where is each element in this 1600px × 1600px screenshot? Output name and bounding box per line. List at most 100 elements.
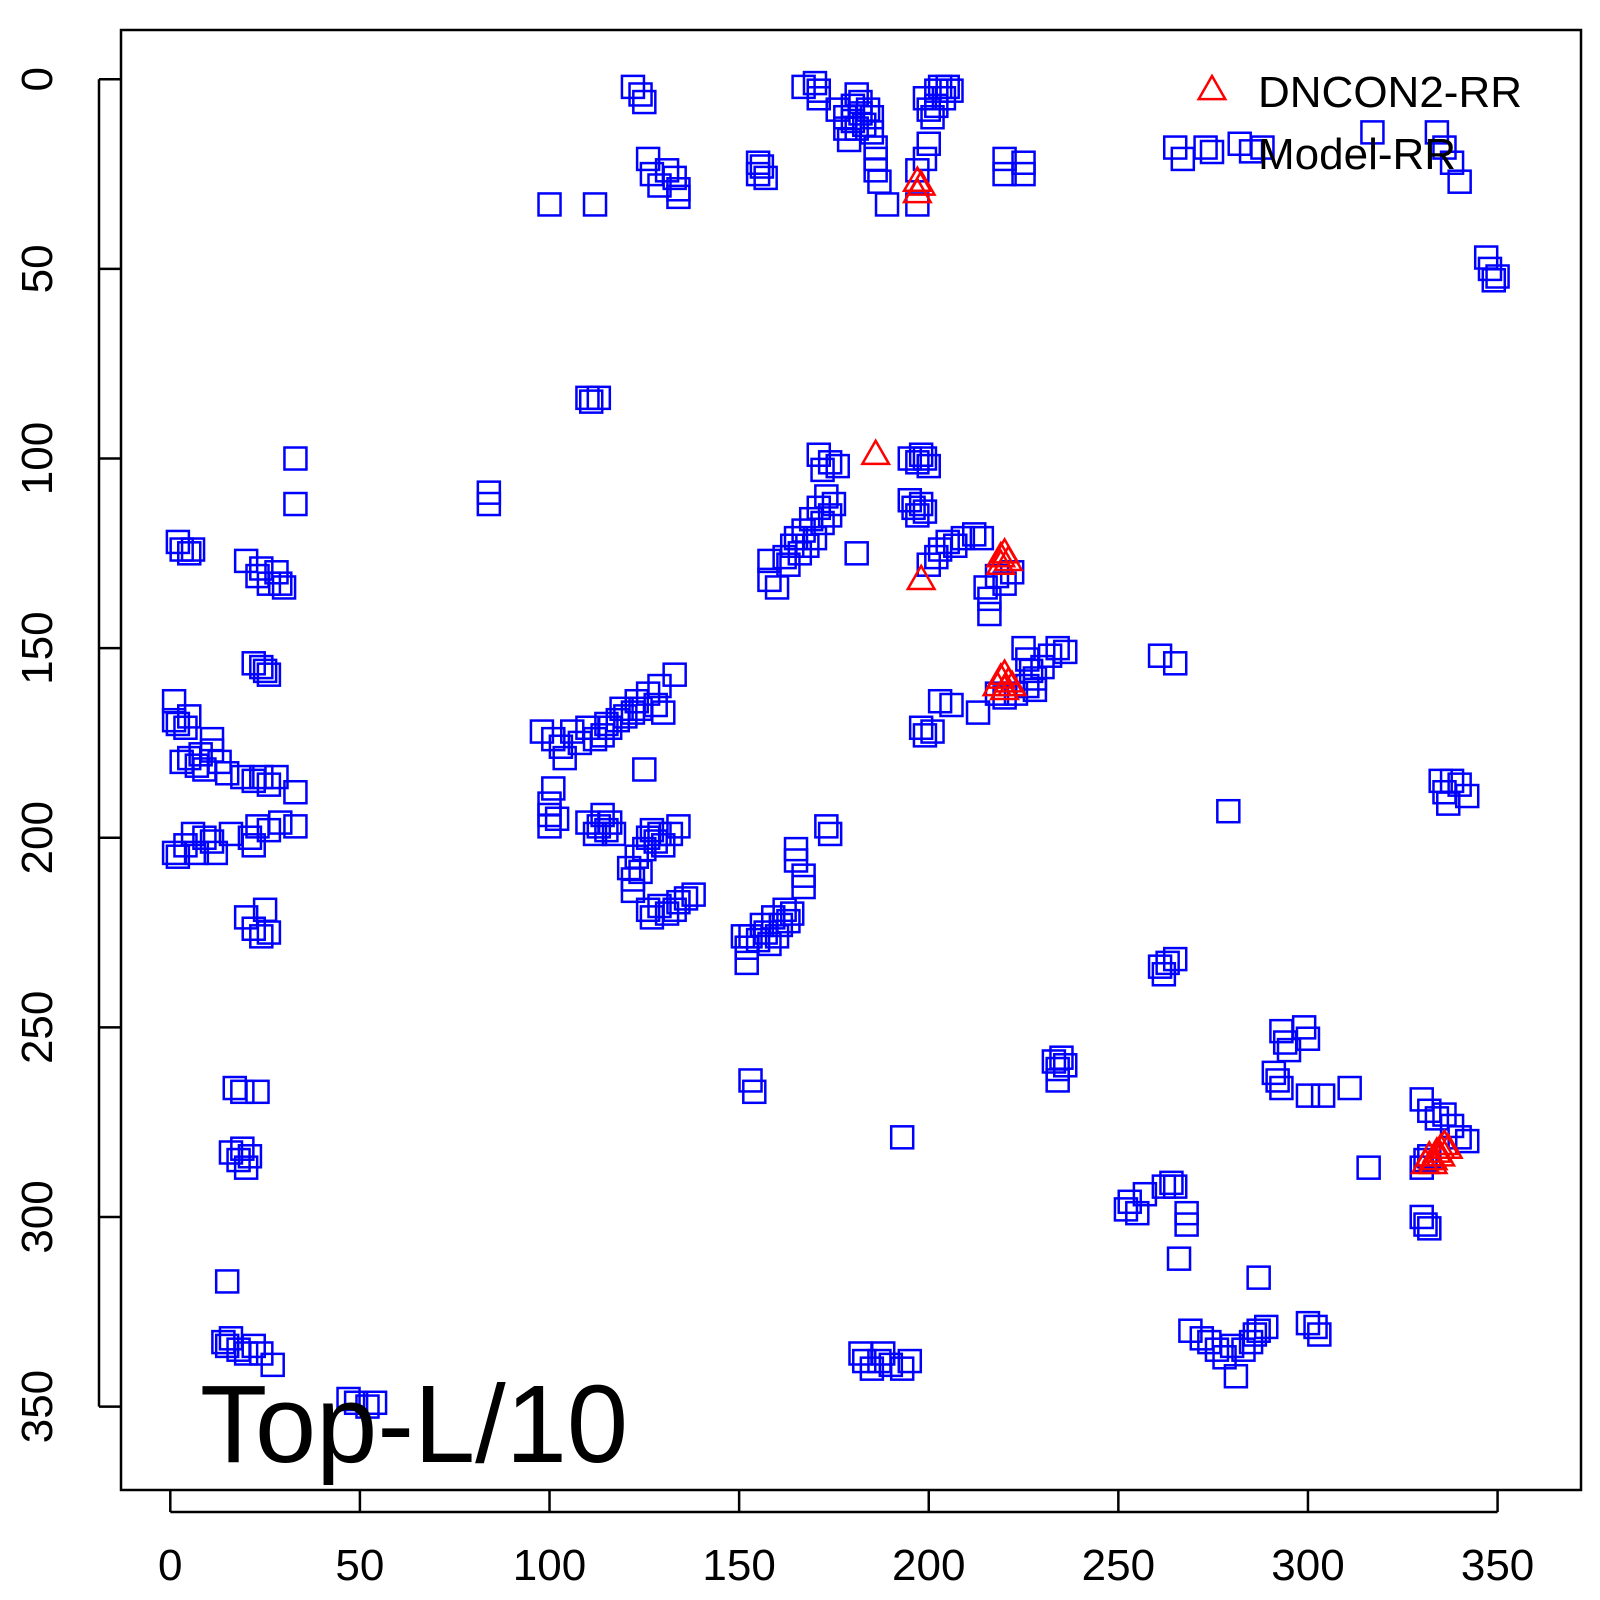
model-rr-point <box>1174 1212 1199 1237</box>
model-rr-point <box>1162 651 1188 676</box>
model-rr-point <box>1246 1318 1271 1343</box>
model-rr-point <box>1310 1083 1336 1108</box>
model-rr-point <box>651 700 676 725</box>
model-rr-point <box>214 761 240 786</box>
model-rr-point <box>177 541 202 566</box>
model-rr-point <box>283 446 308 471</box>
model-rr-point <box>874 192 900 217</box>
model-rr-point <box>283 779 308 805</box>
model-rr-point <box>249 924 274 949</box>
model-rr-point <box>791 874 816 900</box>
model-rr-point <box>912 446 938 471</box>
model-rr-point <box>1253 1314 1279 1340</box>
model-rr-point <box>1481 268 1507 293</box>
model-rr-point <box>268 571 293 596</box>
legend-label: Model-RR <box>1258 130 1456 179</box>
model-rr-point <box>256 662 282 687</box>
dncon2-rr-point <box>989 673 1021 701</box>
legend-square-marker <box>1199 139 1225 165</box>
model-rr-point <box>256 772 282 797</box>
model-rr-point <box>241 833 266 858</box>
model-rr-point <box>203 840 229 866</box>
model-rr-point <box>601 821 627 847</box>
model-rr-point <box>1454 1128 1480 1154</box>
model-rr-point <box>1307 1322 1332 1347</box>
model-rr-point <box>271 575 297 600</box>
model-rr-point <box>779 901 805 926</box>
model-rr-point <box>1269 1075 1294 1101</box>
model-rr-point <box>537 192 562 217</box>
model-rr-point <box>1166 1246 1192 1271</box>
model-rr-point <box>1015 673 1040 699</box>
model-rr-point <box>268 810 293 835</box>
model-rr-point <box>586 385 612 411</box>
model-rr-point <box>681 882 706 907</box>
dncon2-rr-point <box>905 563 937 591</box>
y-tick-label: 200 <box>13 801 62 874</box>
model-rr-point <box>1125 1200 1150 1226</box>
dncon2-rr-point <box>1429 1128 1460 1156</box>
model-rr-point <box>814 484 839 509</box>
model-rr-point <box>662 662 687 687</box>
model-rr-point <box>1413 1212 1438 1237</box>
x-tick-label: 300 <box>1271 1541 1344 1590</box>
model-rr-point <box>939 78 964 103</box>
model-rr-point <box>230 1136 255 1161</box>
x-tick-label: 200 <box>892 1541 965 1590</box>
x-tick-label: 50 <box>335 1541 384 1590</box>
dncon2-rr-point <box>996 669 1028 697</box>
model-rr-point <box>1159 1170 1184 1196</box>
model-rr-point <box>742 1079 767 1105</box>
model-rr-point <box>1045 635 1070 661</box>
model-rr-point <box>1295 1026 1321 1051</box>
model-rr-point <box>252 658 278 684</box>
model-rr-point <box>1295 1083 1321 1108</box>
model-rr-point <box>1155 950 1180 976</box>
model-rr-point <box>889 1356 915 1381</box>
model-rr-point <box>1360 120 1385 145</box>
model-rr-point <box>237 1144 263 1169</box>
y-tick-label: 150 <box>13 611 62 684</box>
model-rr-point <box>666 814 691 839</box>
model-rr-point <box>1022 677 1048 703</box>
model-rr-point <box>643 829 668 854</box>
model-rr-point <box>1053 1053 1078 1078</box>
model-rr-point <box>1049 1045 1074 1070</box>
model-rr-point <box>753 165 778 191</box>
model-rr-point <box>582 192 608 217</box>
model-rr-point <box>476 491 502 517</box>
model-rr-point <box>1223 1363 1249 1389</box>
data-points <box>161 70 1510 1419</box>
dncon2-rr-point <box>901 165 933 193</box>
model-rr-point <box>620 878 646 904</box>
model-rr-point <box>817 821 843 847</box>
model-rr-point <box>214 1269 240 1294</box>
model-rr-point <box>362 1390 388 1416</box>
model-rr-point <box>1432 135 1457 160</box>
model-rr-point <box>844 541 869 566</box>
model-rr-point <box>283 491 308 517</box>
model-rr-point <box>1246 1265 1271 1290</box>
model-rr-point <box>992 146 1017 172</box>
y-tick-label: 300 <box>13 1180 62 1253</box>
model-rr-point <box>821 491 847 517</box>
model-rr-point <box>180 537 206 562</box>
x-tick-label: 0 <box>158 1541 182 1590</box>
model-rr-point <box>552 745 577 771</box>
model-rr-point <box>336 1386 361 1412</box>
model-rr-point <box>245 1079 270 1105</box>
model-rr-point <box>658 821 684 847</box>
chart-annotation: Top-L/10 <box>200 1363 628 1486</box>
model-rr-point <box>912 499 938 524</box>
model-rr-point <box>1303 1314 1328 1340</box>
model-rr-point <box>795 533 820 558</box>
model-rr-point <box>916 453 941 479</box>
model-rr-point <box>1132 1181 1158 1207</box>
model-rr-point <box>825 453 850 479</box>
model-rr-point <box>673 886 699 911</box>
model-rr-point <box>1261 1060 1287 1086</box>
model-rr-point <box>628 82 653 107</box>
y-tick-label: 350 <box>13 1370 62 1443</box>
